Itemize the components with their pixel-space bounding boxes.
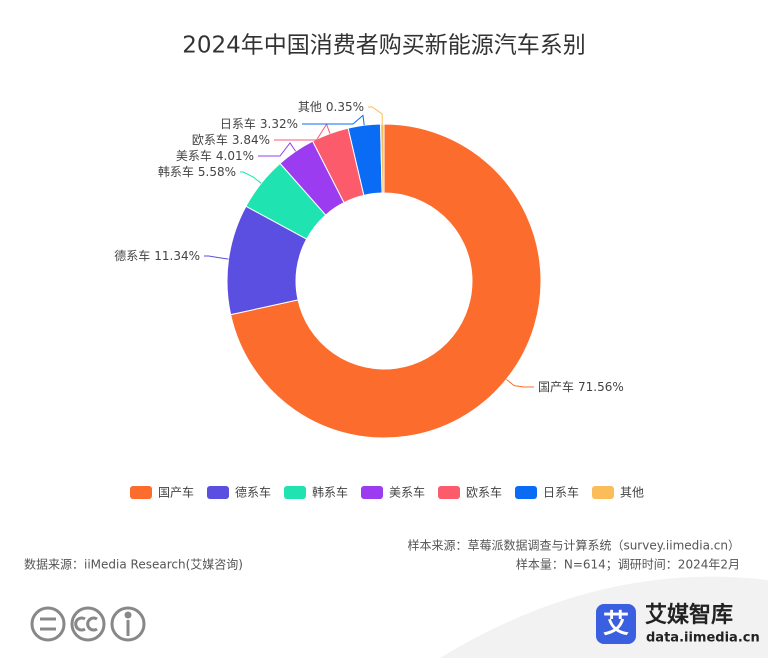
data-label: 其他 0.35% [298, 100, 364, 114]
plot: 国产车 71.56% 德系车 11.34% 韩系车 5.58% 美系车 4.01% 欧系车 3.8… [114, 100, 624, 439]
label-value: 3.32% [260, 117, 298, 131]
label-name: 国产车 [538, 379, 574, 394]
legend-swatch [515, 486, 537, 499]
label-name: 德系车 [114, 248, 150, 263]
data-label: 韩系车 5.58% [158, 164, 236, 179]
donut-slice [230, 123, 542, 439]
label-value: 0.35% [326, 100, 364, 114]
label-name: 韩系车 [158, 164, 194, 179]
legend: 国产车 德系车 韩系车 美系车 欧系车 日系车 其他 [130, 485, 644, 500]
sample-info: 样本量：N=614；调研时间：2024年2月 [516, 557, 740, 572]
logo-url: data.iimedia.cn [646, 631, 760, 646]
legend-swatch [130, 486, 152, 499]
leader-line [368, 106, 383, 125]
legend-label: 美系车 [389, 485, 425, 500]
chart-title: 2024年中国消费者购买新能源汽车系别 [182, 33, 586, 59]
label-name: 欧系车 [192, 132, 228, 147]
legend-swatch [361, 486, 383, 499]
data-label: 美系车 4.01% [176, 148, 254, 163]
data-label: 德系车 11.34% [114, 248, 200, 263]
legend-label: 日系车 [543, 485, 579, 500]
data-label: 日系车 3.32% [220, 116, 298, 131]
legend-label: 国产车 [158, 485, 194, 500]
license-icons [30, 606, 146, 642]
logo-icon-bg [596, 604, 636, 644]
label-value: 11.34% [154, 249, 200, 263]
label-value: 4.01% [216, 149, 254, 163]
leader-line [258, 142, 297, 157]
legend-swatch [438, 486, 460, 499]
data-source: 数据来源：iiMedia Research(艾媒咨询) [24, 557, 243, 572]
legend-label: 欧系车 [466, 485, 502, 500]
leader-line [274, 123, 331, 141]
legend-swatch [207, 486, 229, 499]
donut-slice [380, 123, 385, 194]
sample-source: 样本来源：草莓派数据调查与计算系统（survey.iimedia.cn） [407, 538, 740, 553]
legend-swatch [284, 486, 306, 499]
label-value: 71.56% [578, 380, 624, 394]
legend-label: 韩系车 [312, 485, 348, 500]
leader-line [240, 171, 262, 184]
legend-label: 其他 [620, 486, 644, 500]
leader-line [204, 255, 229, 260]
label-name: 日系车 [220, 116, 256, 131]
logo-icon: 艾 [603, 610, 629, 640]
data-label: 欧系车 3.84% [192, 132, 270, 147]
label-name: 美系车 [176, 148, 212, 163]
logo-name: 艾媒智库 [645, 602, 733, 628]
label-name: 其他 [298, 100, 322, 114]
label-value: 3.84% [232, 133, 270, 147]
legend-swatch [592, 486, 614, 499]
data-label: 国产车 71.56% [538, 379, 624, 394]
label-value: 5.58% [198, 165, 236, 179]
leader-line [302, 114, 365, 126]
leader-line [506, 379, 534, 388]
legend-label: 德系车 [235, 485, 271, 500]
